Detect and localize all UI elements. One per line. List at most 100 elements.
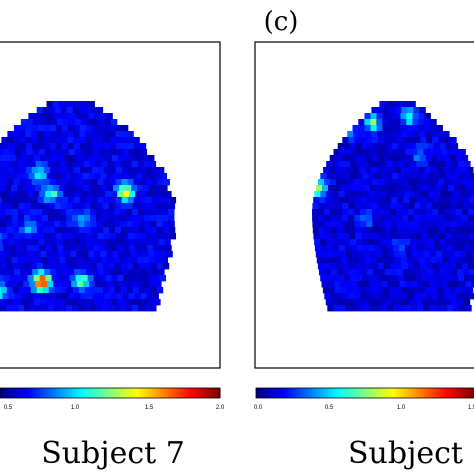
heatmap-cell [125, 185, 132, 192]
heatmap-cell [453, 149, 460, 156]
heatmap-cell [78, 305, 85, 312]
colorbar-swatch [162, 388, 165, 398]
heatmap-cell [15, 191, 22, 198]
heatmap-cell [468, 293, 474, 300]
heatmap-cell [421, 299, 429, 306]
heatmap-cell [163, 233, 170, 240]
heatmap-cell [460, 257, 468, 264]
heatmap-cell [407, 131, 414, 138]
heatmap-cell [374, 173, 381, 180]
heatmap-cell [82, 299, 89, 306]
heatmap-cell [378, 137, 385, 144]
heatmap-cell [362, 161, 369, 168]
heatmap-cell [384, 209, 391, 216]
heatmap-cell [27, 245, 34, 252]
heatmap-cell [136, 155, 143, 162]
heatmap-cell [40, 299, 47, 306]
heatmap-cell [113, 281, 120, 288]
colorbar-swatch [100, 388, 103, 398]
heatmap-cell [405, 251, 413, 258]
colorbar-swatch [388, 388, 391, 398]
heatmap-cell [370, 287, 378, 294]
heatmap-cell [408, 137, 415, 144]
heatmap-cell [338, 161, 345, 168]
heatmap-cell [433, 269, 440, 276]
heatmap-cell [315, 251, 323, 258]
heatmap-cell [79, 197, 87, 204]
heatmap-cell [62, 119, 70, 126]
heatmap-cell [425, 155, 433, 162]
heatmap-cell [384, 221, 391, 228]
heatmap-cell [362, 173, 369, 180]
heatmap-cell [126, 227, 134, 234]
heatmap-cell [150, 221, 157, 228]
heatmap-cell [103, 167, 111, 174]
heatmap-cell [96, 209, 103, 216]
heatmap-cell [91, 197, 99, 204]
colorbar-swatch [442, 388, 445, 398]
heatmap-cell [471, 281, 474, 288]
heatmap-cell [141, 191, 148, 198]
heatmap-cell [434, 275, 441, 282]
heatmap-cell [138, 227, 146, 234]
heatmap-cell [360, 137, 367, 144]
heatmap-cell [37, 197, 45, 204]
heatmap-cell [418, 119, 425, 126]
heatmap-cell [331, 197, 338, 204]
heatmap-cell [139, 167, 147, 174]
heatmap-cell [78, 209, 85, 216]
colorbar-swatch [62, 388, 65, 398]
heatmap-cell [54, 221, 61, 228]
heatmap-cell [357, 149, 364, 156]
heatmap-cell [421, 233, 428, 240]
heatmap-cell [123, 245, 130, 252]
heatmap-cell [338, 245, 346, 252]
heatmap-cell [7, 197, 15, 204]
heatmap-cell [377, 131, 384, 138]
heatmap-cell [325, 299, 333, 306]
heatmap-cell [413, 263, 421, 270]
heatmap-cell [128, 149, 136, 156]
heatmap-cell [330, 221, 337, 228]
heatmap-cell [168, 215, 175, 222]
heatmap-cell [24, 287, 32, 294]
heatmap-cell [393, 281, 400, 288]
heatmap-cell [412, 125, 419, 132]
heatmap-cell [64, 101, 71, 108]
heatmap-cell [450, 293, 457, 300]
colorbar-swatch [176, 388, 179, 398]
colorbar-swatch [144, 388, 147, 398]
heatmap-cell [454, 185, 461, 192]
heatmap-cell [94, 173, 101, 180]
heatmap-cell [67, 125, 75, 132]
heatmap-cell [316, 185, 323, 192]
heatmap-cell [130, 155, 137, 162]
heatmap-cell [430, 125, 437, 132]
colorbar-swatch [138, 388, 141, 398]
heatmap-cell [427, 269, 434, 276]
heatmap-cell [80, 269, 87, 276]
colorbar-swatch [426, 388, 429, 398]
heatmap-cell [36, 227, 44, 234]
heatmap-cell [137, 185, 144, 192]
heatmap-cell [446, 173, 453, 180]
heatmap-cell [383, 107, 390, 114]
heatmap-cell [328, 257, 336, 264]
heatmap-cell [426, 293, 433, 300]
heatmap-cell [104, 119, 112, 126]
colorbar-swatch [66, 388, 69, 398]
heatmap-cell [63, 191, 70, 198]
heatmap-cell [122, 149, 130, 156]
heatmap-cell [0, 275, 4, 282]
heatmap-cell [403, 299, 411, 306]
heatmap-cell [37, 167, 45, 174]
heatmap-cell [97, 233, 104, 240]
heatmap-cell [458, 191, 465, 198]
heatmap-cell [26, 293, 33, 300]
heatmap-cell [318, 209, 325, 216]
heatmap-cell [390, 209, 397, 216]
heatmap-cell [360, 215, 367, 222]
colorbar-swatch [294, 388, 297, 398]
heatmap-cell [379, 143, 387, 150]
heatmap-cell [116, 293, 123, 300]
